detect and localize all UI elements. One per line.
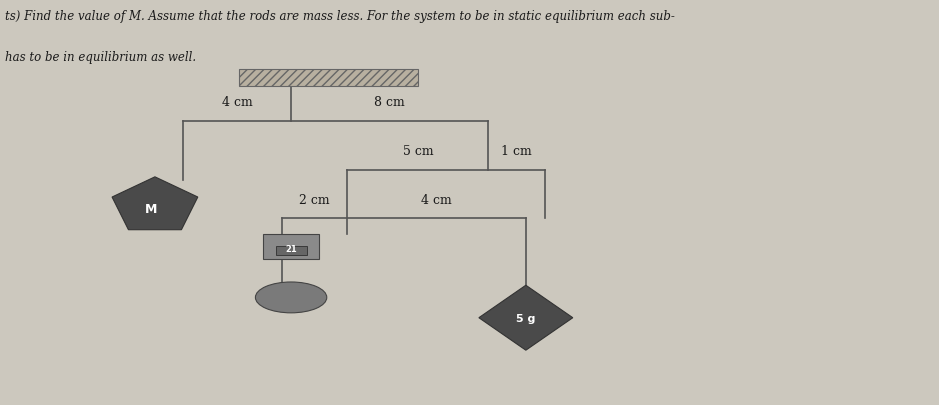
FancyBboxPatch shape (263, 235, 319, 259)
Text: ts) Find the value of M. Assume that the rods are mass less. For the system to b: ts) Find the value of M. Assume that the… (5, 10, 674, 23)
Text: M: M (145, 202, 158, 215)
Text: 2 cm: 2 cm (300, 193, 330, 206)
Text: 8 cm: 8 cm (375, 95, 405, 108)
Text: 5 g: 5 g (516, 313, 535, 323)
Circle shape (255, 282, 327, 313)
FancyBboxPatch shape (276, 246, 306, 256)
Text: 21: 21 (285, 245, 297, 254)
Text: 4 cm: 4 cm (422, 193, 452, 206)
Text: 1 cm: 1 cm (501, 145, 531, 158)
Text: has to be in equilibrium as well.: has to be in equilibrium as well. (5, 51, 196, 64)
Polygon shape (112, 177, 198, 230)
Text: 5 cm: 5 cm (403, 145, 433, 158)
Text: 4 cm: 4 cm (222, 95, 253, 108)
FancyBboxPatch shape (239, 70, 418, 87)
Polygon shape (479, 286, 573, 350)
